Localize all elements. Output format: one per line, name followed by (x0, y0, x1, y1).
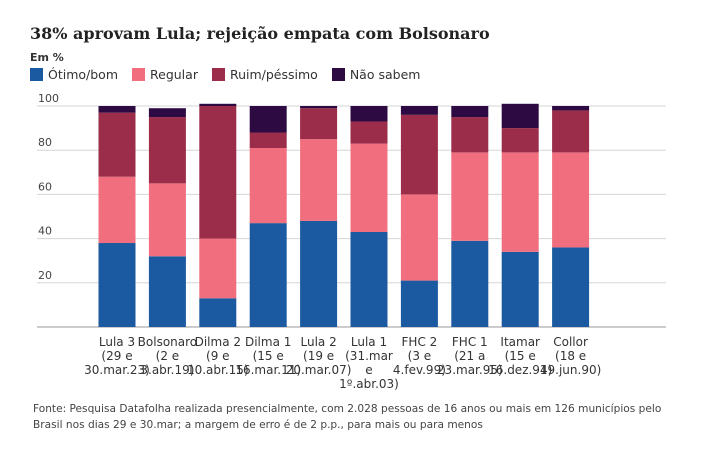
bar-segment-regular (148, 183, 186, 257)
y-tick-label: 20 (38, 269, 52, 282)
bar-segment--timo-bom (400, 280, 438, 327)
stacked-bar-chart: 20 40 60 80 100 Lula 3(29 e30.mar.23) Bolsonar… (37, 92, 666, 391)
x-category-label: 19.jun.90) (540, 363, 601, 377)
y-tick-label: 80 (38, 136, 52, 149)
bar-segment-regular (400, 194, 438, 281)
x-category-label: Itamar (500, 335, 540, 349)
bar-segment--timo-bom (249, 223, 287, 327)
bar-segment-n-o-sabem (350, 106, 388, 122)
x-category-label: 1º.abr.03) (339, 377, 399, 391)
x-category-label: 23.mar.95) (437, 363, 503, 377)
legend-item-nao-sabem: Não sabem (331, 67, 421, 82)
x-category-label: Collor (553, 335, 588, 349)
bar-segment--timo-bom (501, 251, 539, 327)
bar-segment-n-o-sabem (98, 106, 136, 113)
bar-segment-n-o-sabem (199, 103, 237, 106)
bar-segment-n-o-sabem (400, 106, 438, 115)
bar-segment-regular (451, 152, 489, 241)
bar-segment-regular (249, 147, 287, 224)
bar-segment-ruim-p-ssimo (400, 114, 438, 195)
x-category-label: Dilma 1 (245, 335, 291, 349)
legend-item-regular: Regular (132, 67, 198, 82)
x-category-label: (31.mar (345, 349, 393, 363)
x-category-label: 20.mar.07) (286, 363, 352, 377)
bar-segment--timo-bom (451, 240, 489, 327)
y-tick-label: 40 (38, 225, 52, 238)
x-category-label: FHC 2 (402, 335, 438, 349)
x-category-label: (29 e (101, 349, 132, 363)
legend-label: Regular (150, 67, 198, 82)
bar-segment-regular (501, 152, 539, 252)
bar-segment-n-o-sabem (148, 108, 186, 118)
x-category-label: Lula 2 (300, 335, 336, 349)
bar-segment-ruim-p-ssimo (199, 106, 237, 239)
x-category-label: (18 e (555, 349, 586, 363)
bar-segment-regular (350, 143, 388, 232)
legend-label: Ruim/péssimo (229, 67, 318, 82)
x-category-label: Bolsonaro (138, 335, 197, 349)
bar-segment-ruim-p-ssimo (451, 117, 489, 153)
x-category-label: (21 a (454, 349, 485, 363)
legend-label: Ótimo/bom (48, 67, 119, 82)
x-category-label: Dilma 2 (195, 335, 241, 349)
bar-segment-ruim-p-ssimo (501, 128, 539, 153)
bar-segment--timo-bom (552, 247, 590, 327)
chart-title: 38% aprovam Lula; rejeição empata com Bo… (30, 24, 490, 43)
bar-segment-ruim-p-ssimo (98, 112, 136, 177)
bar-segment-regular (300, 139, 338, 221)
legend-item-otimo-bom: Ótimo/bom (30, 67, 118, 82)
x-category-label: (9 e (206, 349, 230, 363)
legend-label: Não sabem (349, 67, 421, 82)
x-category-label: (2 e (156, 349, 180, 363)
x-category-label: Lula 3 (99, 335, 135, 349)
x-category-label: (15 e (253, 349, 284, 363)
legend: Ótimo/bom Regular Ruim/péssimo Não sabem (30, 67, 434, 82)
bar-segment-ruim-p-ssimo (350, 121, 388, 144)
bar-segment--timo-bom (350, 231, 388, 327)
bar-segment-n-o-sabem (501, 103, 539, 129)
x-category-label: (19 e (303, 349, 334, 363)
bar-segment-regular (199, 238, 237, 299)
bar-segment-n-o-sabem (249, 106, 287, 133)
x-category-label: (3 e (408, 349, 432, 363)
bar-segment--timo-bom (98, 243, 136, 327)
x-category-label: 10.abr.15) (187, 363, 249, 377)
bar-segment-ruim-p-ssimo (300, 108, 338, 140)
legend-swatch (331, 68, 345, 81)
x-category-label: e (365, 363, 372, 377)
unit-label: Em % (30, 51, 64, 64)
legend-swatch (211, 68, 225, 81)
bar-segment--timo-bom (148, 256, 186, 327)
x-category-label: 30.mar.23) (84, 363, 150, 377)
bar-segment-regular (98, 176, 136, 244)
legend-swatch (30, 68, 43, 81)
x-category-label: Lula 1 (351, 335, 387, 349)
x-category-label: FHC 1 (452, 335, 488, 349)
bar-segment-n-o-sabem (552, 106, 590, 111)
bar-segment-ruim-p-ssimo (148, 117, 186, 184)
x-category-label: 4.fev.99) (393, 363, 446, 377)
x-category-label: 16.mar.11) (235, 363, 301, 377)
legend-swatch (132, 68, 146, 81)
source-note: Fonte: Pesquisa Datafolha realizada pres… (33, 403, 662, 431)
bar-segment-ruim-p-ssimo (249, 132, 287, 148)
y-tick-label: 60 (38, 180, 52, 193)
bar-segment-n-o-sabem (451, 106, 489, 118)
y-tick-label: 100 (38, 92, 59, 105)
bar-segment-regular (552, 152, 590, 248)
x-category-label: 3.abr.19) (140, 363, 194, 377)
bar-segment-n-o-sabem (300, 106, 338, 109)
bar-segment-ruim-p-ssimo (552, 110, 590, 153)
x-category-label: 16.dez.94) (488, 363, 552, 377)
x-category-label: (15 e (505, 349, 536, 363)
bar-segment--timo-bom (300, 220, 338, 327)
bar-segment--timo-bom (199, 298, 237, 327)
legend-item-ruim-pessimo: Ruim/péssimo (211, 67, 318, 82)
